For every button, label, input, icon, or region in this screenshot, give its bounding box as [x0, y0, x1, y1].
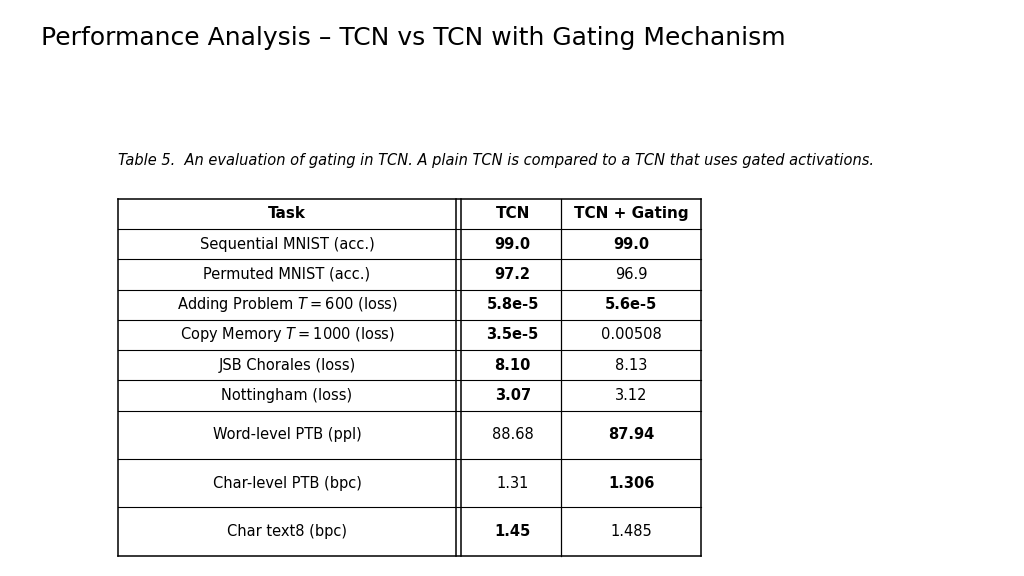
Text: 88.68: 88.68: [492, 427, 534, 442]
Text: Word-level PTB (ppl): Word-level PTB (ppl): [213, 427, 361, 442]
Text: 1.306: 1.306: [608, 476, 654, 491]
Text: Char text8 (bpc): Char text8 (bpc): [227, 524, 347, 539]
Text: Table 5.  An evaluation of gating in TCN. A plain TCN is compared to a TCN that : Table 5. An evaluation of gating in TCN.…: [118, 153, 873, 168]
Text: 3.12: 3.12: [615, 388, 647, 403]
Text: 0.00508: 0.00508: [601, 327, 662, 342]
Text: 1.31: 1.31: [497, 476, 528, 491]
Text: Adding Problem $T = 600$ (loss): Adding Problem $T = 600$ (loss): [177, 295, 397, 314]
Text: 99.0: 99.0: [613, 237, 649, 252]
Text: TCN: TCN: [496, 206, 529, 221]
Text: 8.13: 8.13: [615, 358, 647, 373]
Text: 1.485: 1.485: [610, 524, 652, 539]
Text: JSB Chorales (loss): JSB Chorales (loss): [218, 358, 355, 373]
Text: 8.10: 8.10: [495, 358, 530, 373]
Text: Char-level PTB (bpc): Char-level PTB (bpc): [213, 476, 361, 491]
Text: 5.6e-5: 5.6e-5: [605, 297, 657, 312]
Text: 3.5e-5: 3.5e-5: [486, 327, 539, 342]
Text: 97.2: 97.2: [495, 267, 530, 282]
Text: Nottingham (loss): Nottingham (loss): [221, 388, 352, 403]
Text: Sequential MNIST (acc.): Sequential MNIST (acc.): [200, 237, 375, 252]
Text: Permuted MNIST (acc.): Permuted MNIST (acc.): [204, 267, 371, 282]
Text: Performance Analysis – TCN vs TCN with Gating Mechanism: Performance Analysis – TCN vs TCN with G…: [41, 26, 785, 50]
Text: Copy Memory $T = 1000$ (loss): Copy Memory $T = 1000$ (loss): [179, 325, 394, 344]
Text: 5.8e-5: 5.8e-5: [486, 297, 539, 312]
Text: Task: Task: [268, 206, 306, 221]
Text: 87.94: 87.94: [608, 427, 654, 442]
Text: 3.07: 3.07: [495, 388, 530, 403]
Text: 1.45: 1.45: [495, 524, 530, 539]
Text: TCN + Gating: TCN + Gating: [574, 206, 689, 221]
Text: 96.9: 96.9: [615, 267, 647, 282]
Text: 99.0: 99.0: [495, 237, 530, 252]
